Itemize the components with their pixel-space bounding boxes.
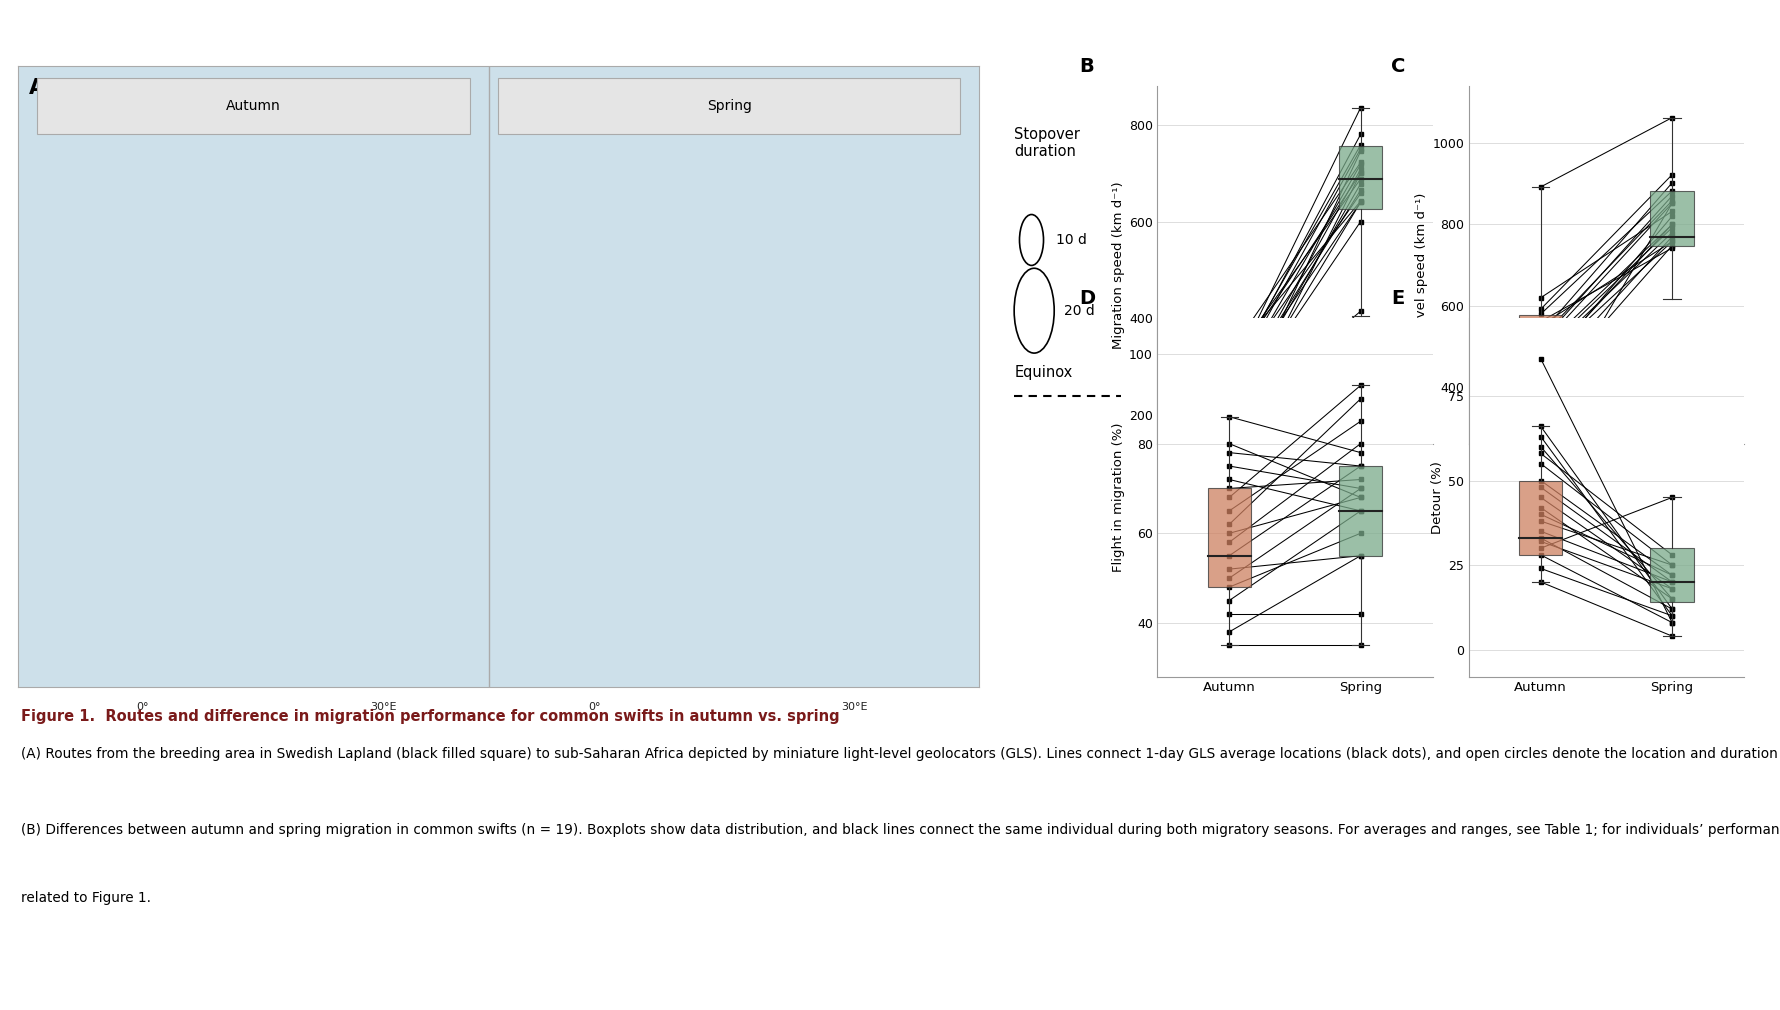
Text: Figure 1.  Routes and difference in migration performance for common swifts in a: Figure 1. Routes and difference in migra… bbox=[21, 709, 840, 724]
Bar bbox=[1339, 146, 1383, 209]
Text: Stopover
duration: Stopover duration bbox=[1015, 127, 1080, 160]
Text: 10 d: 10 d bbox=[1056, 233, 1086, 247]
Text: (B) Differences between autumn and spring migration in common swifts (n = 19). B: (B) Differences between autumn and sprin… bbox=[21, 823, 1780, 837]
Text: C: C bbox=[1392, 58, 1406, 76]
Y-axis label: Flight in migration (%): Flight in migration (%) bbox=[1112, 422, 1125, 573]
Text: related to Figure 1.: related to Figure 1. bbox=[21, 891, 151, 905]
Text: Autumn: Autumn bbox=[226, 99, 281, 113]
Text: B: B bbox=[1080, 58, 1095, 76]
Bar bbox=[1650, 191, 1695, 245]
Bar bbox=[1650, 548, 1695, 602]
Text: 30°E: 30°E bbox=[840, 702, 867, 712]
Text: 0°: 0° bbox=[587, 702, 602, 712]
Bar bbox=[37, 78, 470, 134]
Y-axis label: Migration speed (km d⁻¹): Migration speed (km d⁻¹) bbox=[1112, 182, 1125, 348]
Bar bbox=[1207, 489, 1251, 587]
Text: D: D bbox=[1080, 290, 1096, 308]
Bar bbox=[1339, 466, 1383, 556]
Text: 20 d: 20 d bbox=[1064, 304, 1095, 318]
Text: 30°E: 30°E bbox=[370, 702, 397, 712]
Text: 0°: 0° bbox=[137, 702, 150, 712]
Y-axis label: Travel speed (km d⁻¹): Travel speed (km d⁻¹) bbox=[1415, 193, 1428, 337]
Bar bbox=[1207, 374, 1251, 415]
Bar bbox=[1518, 315, 1563, 367]
Text: Spring: Spring bbox=[707, 99, 751, 113]
Text: (A) Routes from the breeding area in Swedish Lapland (black filled square) to su: (A) Routes from the breeding area in Swe… bbox=[21, 747, 1780, 762]
Text: E: E bbox=[1392, 290, 1404, 308]
Bar bbox=[1518, 481, 1563, 554]
Text: Equinox: Equinox bbox=[1015, 366, 1072, 381]
Bar bbox=[498, 78, 959, 134]
Y-axis label: Detour (%): Detour (%) bbox=[1431, 461, 1444, 534]
Text: A: A bbox=[28, 78, 46, 98]
